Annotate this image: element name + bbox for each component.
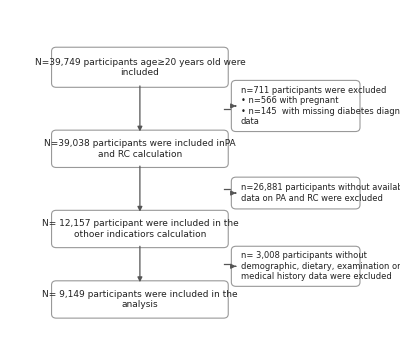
Text: N=39,038 participants were included inPA
and RC calculation: N=39,038 participants were included inPA…	[44, 139, 236, 159]
Text: N= 9,149 participants were included in the
analysis: N= 9,149 participants were included in t…	[42, 290, 238, 309]
Text: N= 12,157 participant were included in the
othoer indicatiors calculation: N= 12,157 participant were included in t…	[42, 219, 238, 239]
Text: N=39,749 participants age≥20 years old were
included: N=39,749 participants age≥20 years old w…	[34, 57, 245, 77]
FancyBboxPatch shape	[231, 246, 360, 286]
FancyBboxPatch shape	[52, 47, 228, 87]
FancyBboxPatch shape	[52, 210, 228, 248]
Text: n= 3,008 participants without
demographic, dietary, examination or
medical histo: n= 3,008 participants without demographi…	[241, 251, 400, 281]
Text: n=711 participants were excluded
• n=566 with pregnant
• n=145  with missing dia: n=711 participants were excluded • n=566…	[241, 86, 400, 126]
FancyBboxPatch shape	[231, 177, 360, 209]
FancyBboxPatch shape	[52, 130, 228, 167]
Text: n=26,881 participants without available
data on PA and RC were excluded: n=26,881 participants without available …	[241, 183, 400, 203]
FancyBboxPatch shape	[52, 281, 228, 318]
FancyBboxPatch shape	[231, 80, 360, 131]
